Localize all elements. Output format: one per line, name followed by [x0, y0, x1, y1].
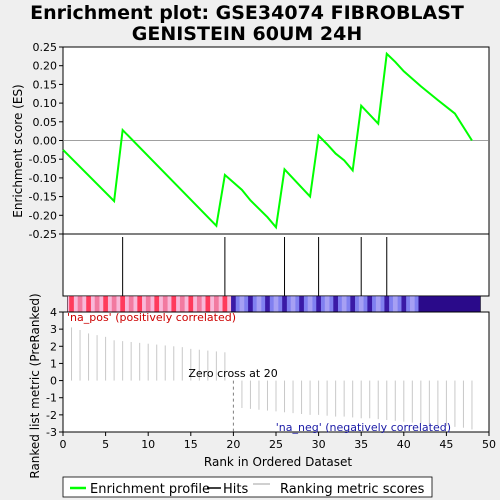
x-tick-label: 20 [226, 438, 240, 451]
legend-box [62, 476, 433, 498]
es-tick-label: -0.10 [29, 172, 57, 185]
hits-panel [62, 233, 490, 297]
colorbar-segment [77, 296, 83, 312]
colorbar-segment [282, 296, 287, 312]
legend-label-enrichment: Enrichment profile [90, 482, 210, 497]
es-tick-label: 0.25 [33, 41, 58, 54]
x-tick-label: 35 [354, 438, 368, 451]
es-tick-label: -0.20 [29, 209, 57, 222]
colorbar-segment [145, 296, 151, 312]
colorbar-segment [256, 296, 262, 312]
colorbar-segment [290, 296, 296, 312]
colorbar-segment [239, 296, 245, 312]
metric-tick-label: 4 [50, 306, 57, 319]
metric-y-ticks: 4 3 2 1 0 -1 -2 -3 [46, 306, 63, 439]
colorbar-segment [222, 296, 228, 312]
colorbar-segment [137, 296, 143, 312]
x-tick-label: 30 [312, 438, 326, 451]
chart-title-line-1: Enrichment plot: GSE34074 FIBROBLAST [30, 2, 464, 24]
colorbar-segment [333, 296, 338, 312]
es-y-ticks: 0.25 0.20 0.15 0.10 0.05 0.00 -0.05 -0.10 -0.15 -… [29, 41, 63, 241]
colorbar-segment [196, 296, 202, 312]
metric-tick-label: -2 [46, 409, 57, 422]
colorbar-segment [103, 296, 108, 312]
x-tick-label: 25 [269, 438, 283, 451]
metric-tick-label: -3 [46, 426, 57, 439]
x-axis-ticks: 0 5 10 15 20 25 30 35 40 45 50 [60, 432, 496, 451]
metric-tick-label: -1 [46, 392, 57, 405]
metric-tick-label: 3 [50, 323, 57, 336]
colorbar-segment [154, 296, 160, 312]
zero-cross-label: Zero cross at 20 [188, 367, 277, 380]
colorbar-segment [120, 296, 125, 312]
es-tick-label: 0.20 [33, 60, 58, 73]
colorbar-segment [299, 296, 304, 312]
colorbar-segment [188, 296, 194, 312]
colorbar-segment [265, 296, 270, 312]
x-tick-label: 15 [184, 438, 198, 451]
x-tick-label: 0 [60, 438, 67, 451]
legend-label-ranking: Ranking metric scores [280, 482, 425, 497]
colorbar-segment [162, 296, 168, 312]
colorbar-segment [307, 296, 313, 312]
colorbar-segment [231, 296, 236, 312]
ranked-list-colorbar [67, 295, 481, 313]
hit-lines [122, 237, 388, 296]
metric-tick-label: 2 [50, 340, 57, 353]
es-tick-label: 0.00 [33, 135, 58, 148]
x-tick-label: 5 [102, 438, 109, 451]
metric-y-axis-label: Ranked list metric (PreRanked) [28, 293, 42, 478]
colorbar-segment [324, 296, 330, 312]
colorbar-segment [392, 296, 398, 312]
metric-plot-area [62, 311, 490, 433]
x-tick-label: 50 [482, 438, 496, 451]
colorbar-segment [273, 296, 279, 312]
es-tick-label: -0.25 [29, 228, 57, 241]
hits-plot-area [62, 233, 490, 297]
colorbar-segment [350, 296, 356, 312]
enrichment-profile-line [62, 51, 473, 230]
x-axis-label: Rank in Ordered Dataset [204, 455, 352, 469]
colorbar-segment [401, 296, 407, 312]
colorbar-segment [205, 296, 211, 312]
es-tick-label: 0.10 [33, 97, 58, 110]
colorbar-segment [179, 296, 185, 312]
colorbar-segment [128, 296, 134, 312]
colorbar-segment [86, 296, 91, 312]
metric-tick-label: 1 [50, 357, 57, 370]
negative-correlation-label: 'na_neg' (negatively correlated) [276, 421, 451, 434]
es-tick-label: 0.15 [33, 78, 58, 91]
ranking-metric-bars [71, 327, 473, 430]
x-tick-label: 45 [439, 438, 453, 451]
chart-title-line-2: GENISTEIN 60UM 24H [132, 23, 363, 45]
x-tick-label: 10 [141, 438, 155, 451]
colorbar-segment [358, 296, 364, 312]
metric-tick-label: 0 [50, 375, 57, 388]
colorbar-segment [248, 296, 253, 312]
es-tick-label: -0.05 [29, 153, 57, 166]
colorbar-segment [409, 296, 415, 312]
colorbar-segment [171, 296, 177, 312]
positive-correlation-label: 'na_pos' (positively correlated) [67, 311, 236, 324]
colorbar-segment [316, 296, 321, 312]
colorbar-segment [375, 296, 381, 312]
x-tick-label: 40 [397, 438, 411, 451]
colorbar-segment [384, 296, 390, 312]
colorbar-segment [214, 296, 219, 312]
es-tick-label: -0.15 [29, 191, 57, 204]
colorbar-segment [94, 296, 100, 312]
colorbar-segment [367, 296, 373, 312]
colorbar-segment [69, 296, 74, 312]
colorbar-segment [341, 296, 347, 312]
colorbar-dark-block [420, 296, 481, 312]
colorbar-segment [111, 296, 117, 312]
legend: Enrichment profile Hits Ranking metric s… [62, 476, 433, 498]
es-tick-label: 0.05 [33, 116, 58, 129]
legend-label-hits: Hits [223, 482, 248, 497]
metric-panel: 4 3 2 1 0 -1 -2 -3 Zero cross at 20 'na_pos' (p… [46, 306, 490, 439]
es-y-axis-label: Enrichment score (ES) [11, 84, 25, 217]
es-panel: 0.25 0.20 0.15 0.10 0.05 0.00 -0.05 -0.10 -0.15 -… [29, 41, 490, 241]
